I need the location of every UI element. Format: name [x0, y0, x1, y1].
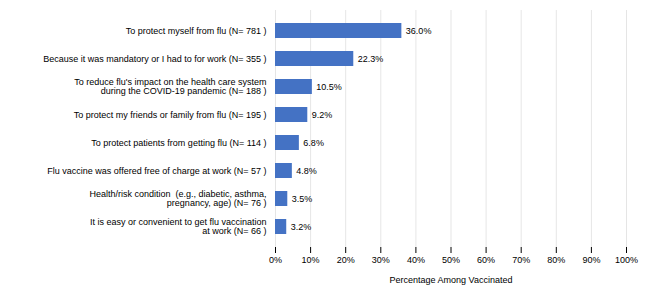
svg-text:3.2%: 3.2%: [291, 222, 312, 232]
svg-text:36.0%: 36.0%: [406, 26, 432, 36]
svg-text:Health/risk condition (e.g.,: Health/risk condition (e.g., diabetic, a…: [89, 189, 266, 208]
svg-text:90%: 90%: [582, 255, 600, 265]
svg-text:100%: 100%: [615, 255, 638, 265]
svg-text:6.8%: 6.8%: [303, 138, 324, 148]
svg-text:9.2%: 9.2%: [312, 110, 333, 120]
svg-text:4.8%: 4.8%: [296, 166, 317, 176]
svg-text:3.5%: 3.5%: [292, 194, 313, 204]
svg-text:To protect patients from getti: To protect patients from getting flu (N=…: [91, 138, 266, 148]
svg-text:50%: 50%: [442, 255, 460, 265]
svg-text:To reduce flu's impact on the: To reduce flu's impact on the health car…: [74, 77, 266, 96]
svg-text:Percentage Among Vaccinated: Percentage Among Vaccinated: [390, 275, 513, 285]
svg-text:70%: 70%: [512, 255, 530, 265]
svg-text:80%: 80%: [547, 255, 565, 265]
svg-text:To protect myself from flu (N=: To protect myself from flu (N= 781 ): [126, 26, 267, 36]
svg-text:22.3%: 22.3%: [358, 54, 384, 64]
svg-text:30%: 30%: [372, 255, 390, 265]
svg-text:60%: 60%: [477, 255, 495, 265]
svg-text:Flu vaccine was offered free o: Flu vaccine was offered free of charge a…: [47, 166, 266, 176]
svg-text:20%: 20%: [337, 255, 355, 265]
svg-text:It is easy or convenient to ge: It is easy or convenient to get flu vacc…: [90, 217, 267, 236]
svg-text:To protect my friends or famil: To protect my friends or family from flu…: [74, 110, 267, 120]
svg-text:40%: 40%: [407, 255, 425, 265]
svg-text:0%: 0%: [269, 255, 282, 265]
svg-text:Because it was mandatory or I: Because it was mandatory or I had to for…: [43, 54, 266, 64]
svg-text:10%: 10%: [302, 255, 320, 265]
svg-text:10.5%: 10.5%: [316, 82, 342, 92]
